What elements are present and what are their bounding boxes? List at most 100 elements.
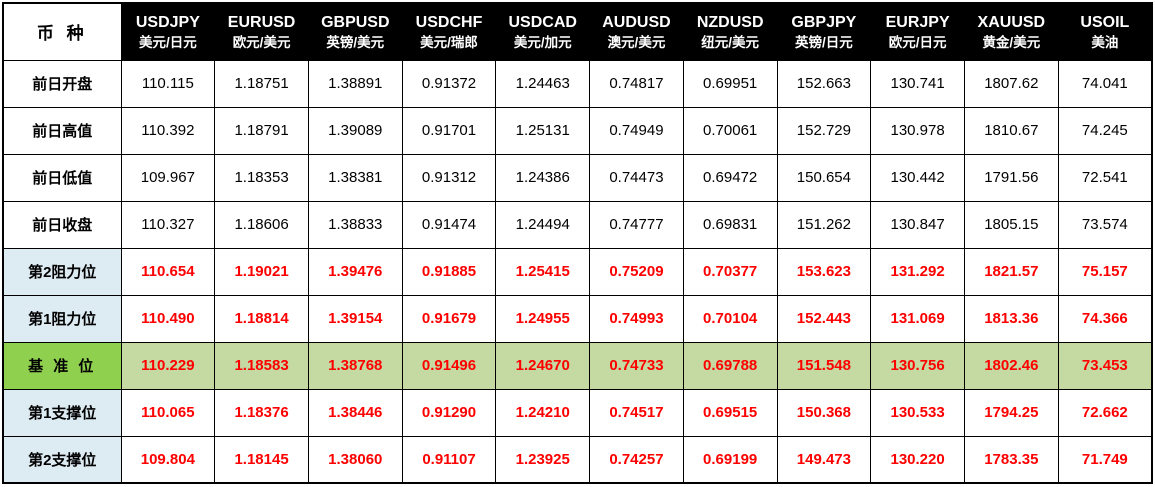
pair-chinese-name: 澳元/美元 [607,35,666,51]
pair-symbol: USDJPY [135,14,200,32]
value-cell: 0.74517 [589,388,684,437]
value-cell: 75.157 [1057,247,1153,296]
column-header-gbpjpy: GBPJPY 英镑/日元 [776,2,872,61]
pair-symbol: AUDUSD [602,14,671,32]
value-cell: 1.39154 [307,294,403,343]
value-cell: 130.978 [870,106,965,155]
table-row: 前日低值 109.967 1.18353 1.38381 0.91312 1.24386 0… [2,153,1153,202]
value-cell: 150.654 [776,153,872,202]
value-cell: 1.38768 [307,341,403,390]
value-cell: 1.23925 [495,435,591,484]
value-cell: 1.39089 [307,106,403,155]
value-cell: 0.74993 [589,294,684,343]
table-body: 前日开盘 110.115 1.18751 1.38891 0.91372 1.24463 0… [2,59,1153,484]
row-label: 第2支撑位 [2,435,122,484]
value-cell: 151.262 [776,200,872,249]
value-cell: 131.069 [870,294,965,343]
pair-chinese-name: 美元/加元 [513,35,572,51]
column-header-usdjpy: USDJPY 美元/日元 [120,2,216,61]
value-cell: 149.473 [776,435,872,484]
value-cell: 74.041 [1057,59,1153,108]
value-cell: 0.74733 [589,341,684,390]
value-cell: 1.24210 [495,388,591,437]
value-cell: 1.18353 [214,153,309,202]
table-row: 第2阻力位 110.654 1.19021 1.39476 0.91885 1.25415… [2,247,1153,296]
table-row: 第1支撑位 110.065 1.18376 1.38446 0.91290 1.24210… [2,388,1153,437]
column-header-eurjpy: EURJPY 欧元/日元 [870,2,965,61]
table-row: 第1阻力位 110.490 1.18814 1.39154 0.91679 1.24955… [2,294,1153,343]
value-cell: 0.74817 [589,59,684,108]
value-cell: 1813.36 [963,294,1059,343]
value-cell: 1783.35 [963,435,1059,484]
value-cell: 1794.25 [963,388,1059,437]
pair-chinese-name: 欧元/美元 [232,35,291,51]
row-label: 前日开盘 [2,59,122,108]
table-row: 前日收盘 110.327 1.18606 1.38833 0.91474 1.24494 0… [2,200,1153,249]
value-cell: 72.541 [1057,153,1153,202]
value-cell: 1.24386 [495,153,591,202]
value-cell: 1.39476 [307,247,403,296]
value-cell: 130.847 [870,200,965,249]
value-cell: 1.18583 [214,341,309,390]
value-cell: 0.69788 [682,341,778,390]
value-cell: 130.220 [870,435,965,484]
value-cell: 110.065 [120,388,216,437]
value-cell: 1802.46 [963,341,1059,390]
value-cell: 1.19021 [214,247,309,296]
pair-symbol: NZDUSD [696,14,764,32]
pair-chinese-name: 美油 [1091,35,1119,51]
value-cell: 1807.62 [963,59,1059,108]
column-header-gbpusd: GBPUSD 英镑/美元 [307,2,403,61]
row-label: 第2阻力位 [2,247,122,296]
pair-symbol: GBPJPY [791,14,857,32]
value-cell: 1.38446 [307,388,403,437]
value-cell: 0.91496 [401,341,497,390]
pair-symbol: EURUSD [227,14,296,32]
value-cell: 74.366 [1057,294,1153,343]
table-row: 第2支撑位 109.804 1.18145 1.38060 0.91107 1.23925… [2,435,1153,484]
pair-symbol: EURJPY [885,14,950,32]
row-label: 第1阻力位 [2,294,122,343]
value-cell: 0.91107 [401,435,497,484]
value-cell: 1791.56 [963,153,1059,202]
value-cell: 0.74777 [589,200,684,249]
value-cell: 1810.67 [963,106,1059,155]
pair-symbol: XAUUSD [977,14,1046,32]
value-cell: 152.443 [776,294,872,343]
value-cell: 150.368 [776,388,872,437]
value-cell: 1.25131 [495,106,591,155]
value-cell: 1805.15 [963,200,1059,249]
pair-chinese-name: 欧元/日元 [888,35,947,51]
value-cell: 1.18145 [214,435,309,484]
table-row: 前日开盘 110.115 1.18751 1.38891 0.91372 1.24463 0… [2,59,1153,108]
value-cell: 130.756 [870,341,965,390]
value-cell: 1.18751 [214,59,309,108]
value-cell: 1.38381 [307,153,403,202]
row-label: 前日高值 [2,106,122,155]
column-header-eurusd: EURUSD 欧元/美元 [214,2,309,61]
value-cell: 1.38060 [307,435,403,484]
value-cell: 1.24463 [495,59,591,108]
value-cell: 110.229 [120,341,216,390]
value-cell: 153.623 [776,247,872,296]
column-header-nzdusd: NZDUSD 纽元/美元 [682,2,778,61]
value-cell: 130.533 [870,388,965,437]
value-cell: 110.654 [120,247,216,296]
value-cell: 0.91701 [401,106,497,155]
value-cell: 0.74257 [589,435,684,484]
pair-symbol: USDCHF [415,14,483,32]
table-row: 前日高值 110.392 1.18791 1.39089 0.91701 1.25131 0… [2,106,1153,155]
column-header-usoil: USOIL 美油 [1057,2,1153,61]
value-cell: 0.91312 [401,153,497,202]
value-cell: 0.69472 [682,153,778,202]
value-cell: 1.38891 [307,59,403,108]
value-cell: 0.91372 [401,59,497,108]
value-cell: 0.75209 [589,247,684,296]
value-cell: 74.245 [1057,106,1153,155]
pair-symbol: USOIL [1080,14,1130,32]
value-cell: 151.548 [776,341,872,390]
value-cell: 0.74473 [589,153,684,202]
row-label: 基 准 位 [2,341,122,390]
table-row: 基 准 位 110.229 1.18583 1.38768 0.91496 1.24670… [2,341,1153,390]
